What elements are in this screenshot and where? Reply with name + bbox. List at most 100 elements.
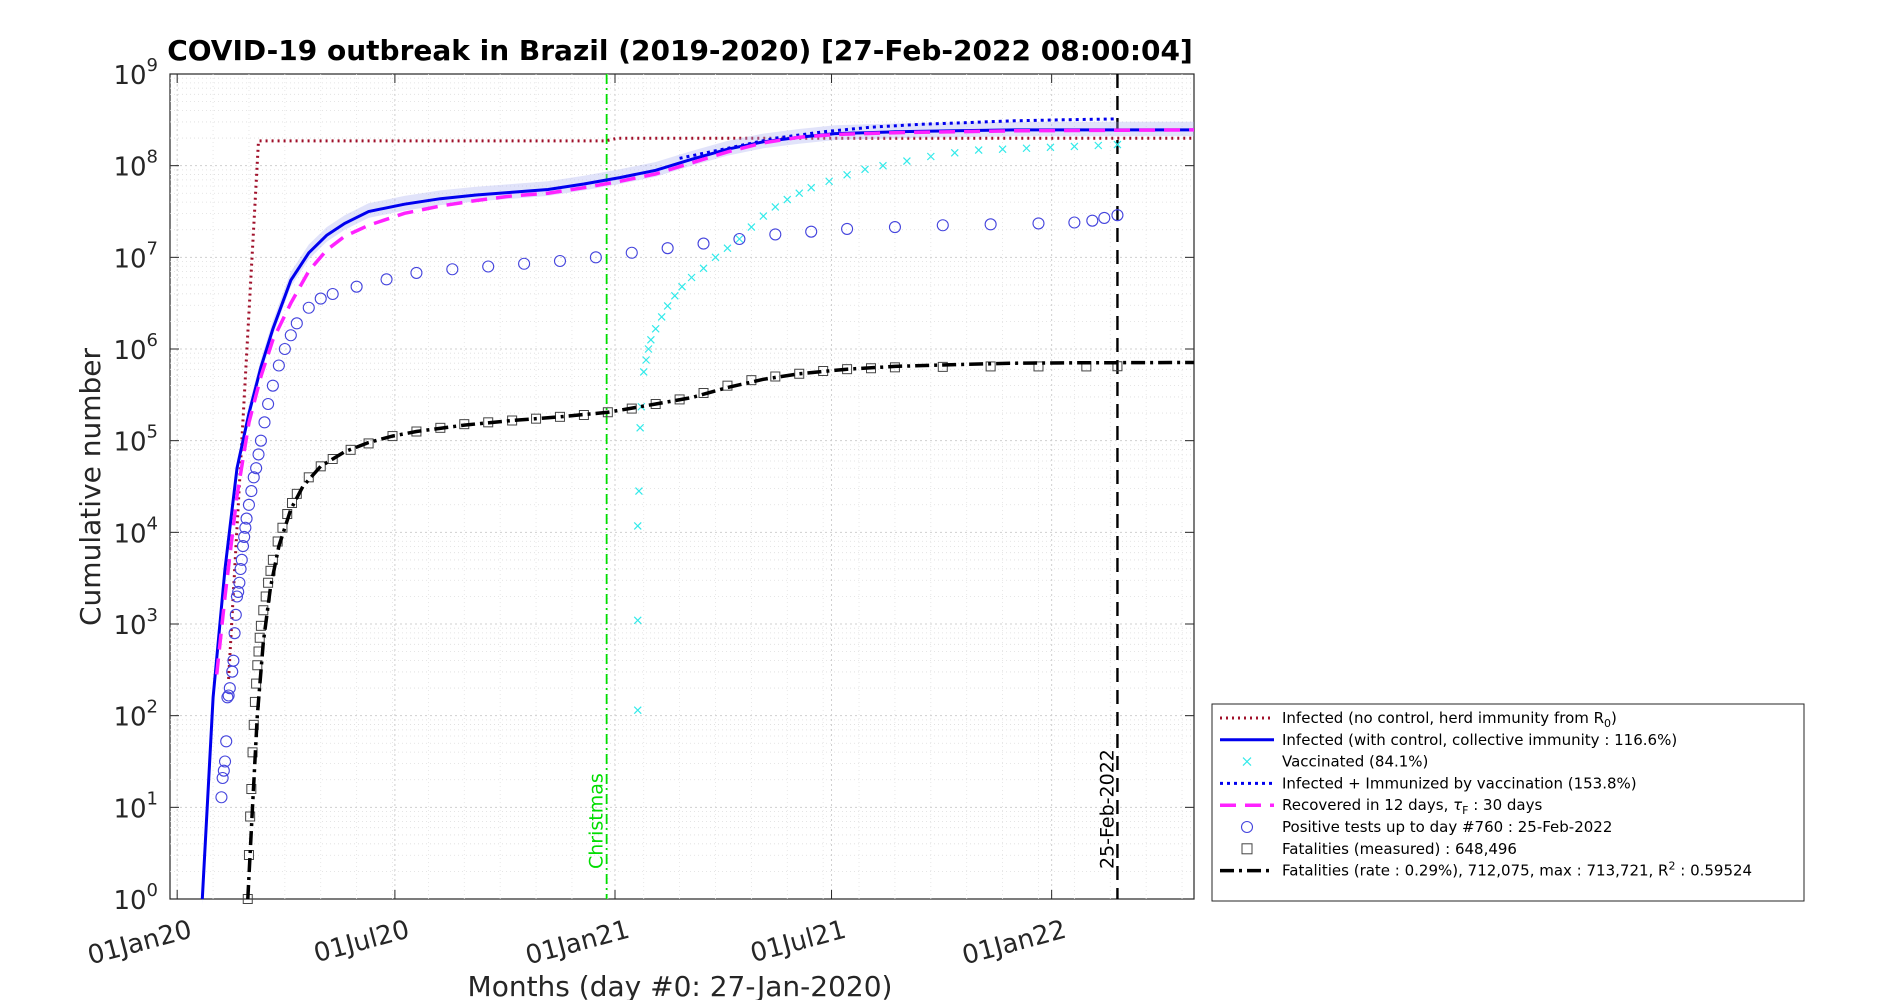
legend-label: Infected (with control, collective immun… [1282,731,1677,749]
data-point [646,335,655,344]
y-tick-base: 10 [113,428,146,458]
data-point [794,368,805,379]
x-tick-label: 01Jul21 [747,915,849,969]
data-point [222,689,235,702]
data-point [350,280,363,293]
data-point [238,530,251,543]
legend-subscript: F [1462,804,1468,817]
vline-label: 25-Feb-2022 [1096,749,1118,869]
x-axis-label: Months (day #0: 27-Jan-2020) [468,970,893,1000]
data-point [262,397,275,411]
data-point [223,682,236,695]
chart-title: COVID-19 outbreak in Brazil (2019-2020) … [167,34,1193,67]
data-point [687,273,696,282]
data-point [861,165,869,174]
legend-superscript: 2 [1668,860,1675,873]
data-point [770,371,781,382]
y-tick-exponent: 9 [147,55,158,76]
data-point [239,521,252,534]
data-point [795,189,804,198]
data-point [242,498,256,511]
data-point [699,264,708,273]
data-point [589,251,602,264]
series-infected-immunized-by-vaccination-153-8 [679,117,1118,160]
y-tick-base: 10 [113,336,146,366]
y-tick-base: 10 [113,61,146,91]
vline-label: Christmas [586,773,608,869]
series-layer [200,117,1195,906]
y-tick-exponent: 1 [147,788,158,809]
data-point [636,423,645,432]
data-point [1098,211,1111,224]
data-point [1032,217,1045,230]
y-tick-base: 10 [113,153,146,183]
data-point [482,260,495,273]
y-tick-base: 10 [113,611,146,641]
data-point [290,317,303,330]
data-point [245,485,258,498]
data-point [345,444,356,455]
series-line [246,360,1195,900]
legend-label: Fatalities (measured) : 648,496 [1282,840,1517,858]
data-point [229,608,242,621]
data-point [278,342,291,356]
data-point [1046,143,1055,152]
data-point [315,461,326,472]
data-point [218,755,232,768]
data-point [783,195,792,204]
data-point [252,448,265,461]
data-point [843,170,852,179]
data-point [251,678,262,689]
data-point [950,148,959,157]
data-point [670,291,679,300]
data-point [326,287,339,301]
y-tick-exponent: 7 [147,238,158,259]
data-point [254,434,267,447]
data-point [1111,209,1124,222]
data-point [217,764,230,777]
legend-swatch [1241,843,1253,855]
data-point [245,811,256,822]
legend-label-tail: : 0.59524 [1675,862,1752,880]
legend-label-tail: : 30 days [1468,796,1542,814]
x-tick-label: 01Jan21 [522,915,632,971]
series-recovered-in-12-days [214,128,1195,675]
data-point [759,212,768,221]
data-point [446,263,459,276]
data-point [633,616,642,625]
data-point [771,202,780,211]
data-point [235,553,248,566]
series-fatalities-rate-0-29-712-075-max-713-721 [246,360,1195,900]
legend-symbol: τ [1453,796,1463,814]
data-point [258,416,271,429]
data-point [888,221,901,234]
legend-box [1211,703,1805,902]
y-tick-label: 105 [113,422,158,458]
data-point [1033,361,1044,372]
data-point [769,228,782,241]
data-point [233,576,246,589]
data-point [314,292,327,305]
series-vaccinated-84-1 [633,140,1122,715]
data-point [236,540,250,553]
legend-label: Infected + Immunized by vaccination (153… [1282,774,1637,792]
data-point [267,554,278,565]
y-tick-exponent: 8 [147,147,158,168]
data-point [936,219,949,232]
y-tick-label: 101 [113,788,158,824]
y-tick-label: 106 [113,330,158,366]
y-tick-base: 10 [113,886,146,916]
data-point [228,627,241,640]
series-line [214,128,1195,675]
data-point [1086,214,1099,227]
y-tick-exponent: 2 [147,697,158,718]
legend-label-text: Infected + Immunized by vaccination (153… [1282,774,1637,792]
legend-label-text: Positive tests up to day #760 : 25-Feb-2… [1282,818,1612,836]
data-point [277,522,288,533]
data-point [984,218,997,231]
data-point [998,145,1007,154]
data-point [216,771,229,785]
y-tick-label: 103 [113,605,158,641]
data-point [234,562,247,576]
